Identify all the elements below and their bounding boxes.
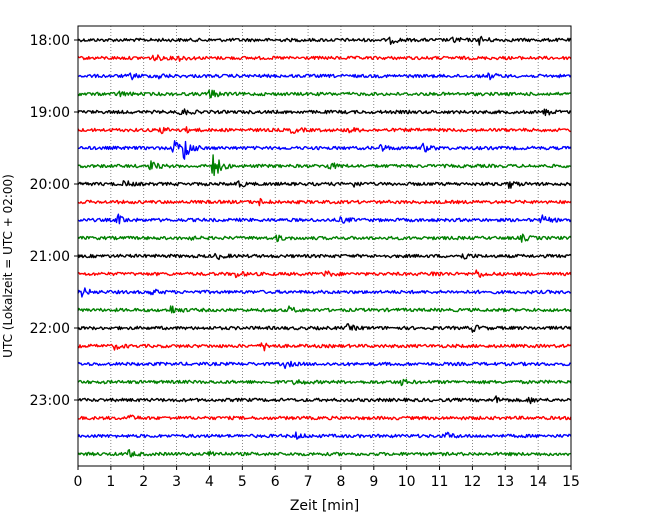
seismic-trace	[77, 35, 572, 46]
seismic-trace	[77, 287, 572, 298]
grid-lines	[110, 26, 539, 466]
seismic-trace	[77, 269, 572, 279]
y-tick-label: 18:00	[30, 33, 70, 49]
seismic-trace	[77, 252, 572, 261]
x-axis: 0 1 2 3 4 5 6 7 8 9 10 11 12 13 14 15	[74, 466, 580, 490]
seismic-trace	[77, 395, 572, 405]
x-tick-label: 13	[496, 474, 514, 490]
x-tick-label: 5	[238, 474, 247, 490]
seismic-trace	[77, 180, 572, 189]
seismic-trace	[77, 54, 572, 62]
seismic-trace	[77, 449, 572, 458]
x-tick-label: 10	[398, 474, 416, 490]
y-tick-label: 19:00	[30, 105, 70, 121]
x-tick-label: 7	[304, 474, 313, 490]
seismic-trace	[77, 140, 572, 160]
seismic-trace	[77, 323, 572, 333]
seismic-trace	[77, 89, 572, 99]
seismic-trace	[77, 305, 572, 314]
seismic-trace	[77, 154, 572, 177]
x-axis-label: Zeit [min]	[290, 498, 359, 514]
seismic-trace	[77, 414, 572, 421]
x-tick-label: 15	[562, 474, 580, 490]
seismic-trace	[77, 197, 572, 207]
x-tick-label: 3	[172, 474, 181, 490]
x-tick-label: 2	[139, 474, 148, 490]
seismic-trace	[77, 342, 572, 352]
seismic-trace	[77, 378, 572, 387]
trace-group	[77, 35, 572, 458]
x-tick-label: 1	[106, 474, 115, 490]
y-axis-label: UTC (Lokalzeit = UTC + 02:00)	[1, 174, 15, 358]
seismic-trace	[77, 126, 572, 135]
x-tick-label: 6	[271, 474, 280, 490]
seismic-trace	[78, 72, 572, 81]
y-axis: 18:00 19:00 20:00 21:00 22:00 23:00	[30, 33, 78, 409]
seismic-trace	[77, 213, 572, 225]
y-tick-label: 21:00	[30, 249, 70, 265]
seismic-trace	[77, 431, 572, 440]
x-tick-label: 0	[74, 474, 83, 490]
y-tick-label: 22:00	[30, 321, 70, 337]
plot-frame	[77, 25, 572, 467]
x-tick-label: 4	[205, 474, 214, 490]
seismic-trace	[77, 233, 572, 243]
y-tick-label: 20:00	[30, 177, 70, 193]
x-tick-label: 8	[336, 474, 345, 490]
y-tick-label: 23:00	[30, 393, 70, 409]
seismic-trace	[77, 360, 572, 370]
seismic-trace	[77, 108, 572, 117]
x-tick-label: 12	[463, 474, 481, 490]
x-tick-label: 9	[369, 474, 378, 490]
x-tick-label: 11	[431, 474, 449, 490]
x-tick-label: 14	[529, 474, 547, 490]
